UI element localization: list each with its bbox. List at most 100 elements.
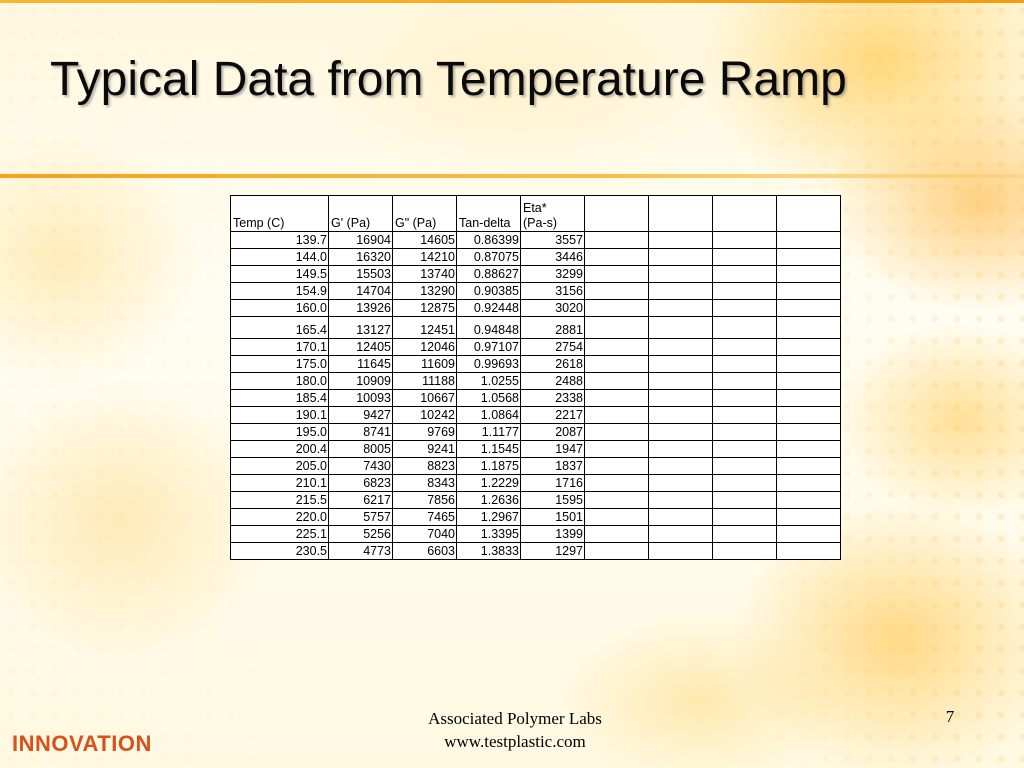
table-row: 160.0 13926 12875 0.92448 3020 bbox=[230, 299, 841, 317]
table-cell-empty bbox=[584, 406, 649, 424]
table-cell-empty bbox=[776, 542, 841, 560]
table-cell: 1.2967 bbox=[456, 508, 521, 526]
table-cell: 149.5 bbox=[230, 265, 329, 283]
table-cell: 3299 bbox=[520, 265, 585, 283]
table-row: 185.4 10093 10667 1.0568 2338 bbox=[230, 389, 841, 407]
table-cell-empty bbox=[584, 372, 649, 390]
table-cell: 1.0568 bbox=[456, 389, 521, 407]
table-cell: 2881 bbox=[520, 316, 585, 339]
table-cell-empty bbox=[648, 355, 713, 373]
table-cell-empty bbox=[584, 423, 649, 441]
header-tan-delta: Tan-delta bbox=[456, 195, 521, 232]
table-cell: 165.4 bbox=[230, 316, 329, 339]
table-cell-empty bbox=[584, 248, 649, 266]
table-cell-empty bbox=[776, 508, 841, 526]
table-cell: 13290 bbox=[392, 282, 457, 300]
table-cell: 170.1 bbox=[230, 338, 329, 356]
table-cell-empty bbox=[584, 389, 649, 407]
table-cell: 6217 bbox=[328, 491, 393, 509]
table-cell: 7040 bbox=[392, 525, 457, 543]
table-row: 165.4 13127 12451 0.94848 2881 bbox=[230, 316, 841, 339]
table-cell: 220.0 bbox=[230, 508, 329, 526]
table-cell-empty bbox=[776, 265, 841, 283]
table-row: 170.1 12405 12046 0.97107 2754 bbox=[230, 338, 841, 356]
table-cell-empty bbox=[648, 542, 713, 560]
table-cell-empty bbox=[776, 440, 841, 458]
title-underline-rule bbox=[0, 174, 1024, 178]
table-cell: 215.5 bbox=[230, 491, 329, 509]
table-cell: 2087 bbox=[520, 423, 585, 441]
table-cell: 10093 bbox=[328, 389, 393, 407]
table-cell: 9241 bbox=[392, 440, 457, 458]
table-cell-empty bbox=[776, 248, 841, 266]
table-cell-empty bbox=[648, 338, 713, 356]
table-cell-empty bbox=[712, 338, 777, 356]
table-cell: 1.0255 bbox=[456, 372, 521, 390]
table-cell-empty bbox=[648, 440, 713, 458]
table-cell-empty bbox=[776, 231, 841, 249]
table-cell: 205.0 bbox=[230, 457, 329, 475]
table-cell-empty bbox=[584, 542, 649, 560]
header-g-prime: G' (Pa) bbox=[328, 195, 393, 232]
table-cell-empty bbox=[776, 282, 841, 300]
table-header-row: Temp (C) G' (Pa) G" (Pa) Tan-delta Eta* … bbox=[230, 195, 841, 232]
table-cell-empty bbox=[648, 525, 713, 543]
table-cell: 12875 bbox=[392, 299, 457, 317]
table-cell-empty bbox=[776, 355, 841, 373]
table-cell-empty bbox=[648, 231, 713, 249]
table-cell-empty bbox=[648, 474, 713, 492]
table-cell: 1.1177 bbox=[456, 423, 521, 441]
table-cell-empty bbox=[712, 542, 777, 560]
data-table: Temp (C) G' (Pa) G" (Pa) Tan-delta Eta* … bbox=[230, 195, 841, 560]
table-row: 210.1 6823 8343 1.2229 1716 bbox=[230, 474, 841, 492]
table-cell-empty bbox=[648, 265, 713, 283]
table-cell: 1399 bbox=[520, 525, 585, 543]
table-cell: 195.0 bbox=[230, 423, 329, 441]
table-row: 220.0 5757 7465 1.2967 1501 bbox=[230, 508, 841, 526]
table-cell-empty bbox=[712, 508, 777, 526]
table-cell: 6603 bbox=[392, 542, 457, 560]
table-cell: 16320 bbox=[328, 248, 393, 266]
table-cell: 1297 bbox=[520, 542, 585, 560]
table-cell: 5256 bbox=[328, 525, 393, 543]
table-cell: 7465 bbox=[392, 508, 457, 526]
footer-credit: Associated Polymer Labs www.testplastic.… bbox=[380, 707, 650, 753]
brand-logo-text: INNOVATION bbox=[12, 731, 152, 756]
header-empty bbox=[584, 195, 649, 232]
table-cell-empty bbox=[584, 525, 649, 543]
table-cell: 154.9 bbox=[230, 282, 329, 300]
table-cell-empty bbox=[712, 423, 777, 441]
table-cell-empty bbox=[776, 491, 841, 509]
table-row: 230.5 4773 6603 1.3833 1297 bbox=[230, 542, 841, 560]
table-cell: 1.2229 bbox=[456, 474, 521, 492]
table-cell: 175.0 bbox=[230, 355, 329, 373]
table-cell: 6823 bbox=[328, 474, 393, 492]
table-cell-empty bbox=[712, 491, 777, 509]
table-body: 139.7 16904 14605 0.86399 3557 144.0 16320 1421… bbox=[230, 231, 841, 560]
table-cell-empty bbox=[712, 525, 777, 543]
table-cell: 8005 bbox=[328, 440, 393, 458]
table-cell: 1.3833 bbox=[456, 542, 521, 560]
table-cell-empty bbox=[584, 265, 649, 283]
table-cell-empty bbox=[776, 316, 841, 339]
table-cell-empty bbox=[712, 389, 777, 407]
table-cell: 0.97107 bbox=[456, 338, 521, 356]
table-cell-empty bbox=[648, 316, 713, 339]
table-cell: 8741 bbox=[328, 423, 393, 441]
table-cell: 1595 bbox=[520, 491, 585, 509]
table-cell: 1947 bbox=[520, 440, 585, 458]
table-cell: 1.1875 bbox=[456, 457, 521, 475]
table-cell-empty bbox=[712, 316, 777, 339]
table-cell: 144.0 bbox=[230, 248, 329, 266]
table-cell-empty bbox=[648, 372, 713, 390]
footer-website: www.testplastic.com bbox=[444, 732, 586, 751]
table-row: 139.7 16904 14605 0.86399 3557 bbox=[230, 231, 841, 249]
table-cell-empty bbox=[648, 508, 713, 526]
table-cell-empty bbox=[584, 316, 649, 339]
table-cell: 1.1545 bbox=[456, 440, 521, 458]
table-cell-empty bbox=[584, 282, 649, 300]
table-cell: 8823 bbox=[392, 457, 457, 475]
table-cell: 10667 bbox=[392, 389, 457, 407]
table-cell: 0.92448 bbox=[456, 299, 521, 317]
table-cell: 7430 bbox=[328, 457, 393, 475]
